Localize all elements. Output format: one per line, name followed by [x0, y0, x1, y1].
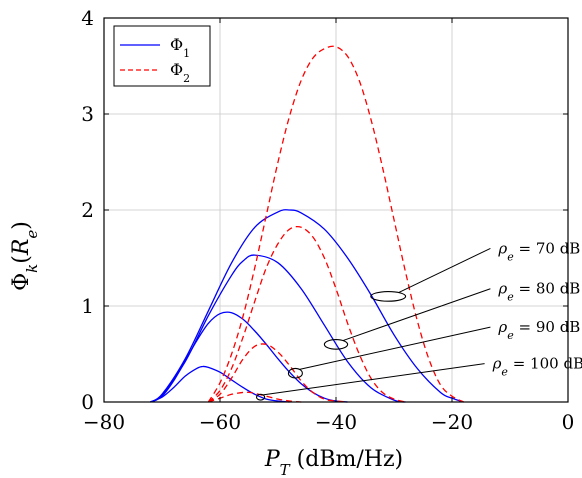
- annotation-leader: [398, 247, 491, 294]
- annotation-ellipse: [255, 393, 266, 401]
- series-lines: [150, 45, 464, 403]
- series-line-phi2-80dB: [207, 225, 406, 403]
- annotation-label: ρe = 90 dB: [497, 318, 580, 342]
- y-tick-label: 2: [81, 198, 94, 222]
- x-tick-label: −60: [199, 410, 241, 434]
- x-tick-label: 0: [562, 410, 575, 434]
- annotation-leader: [342, 288, 491, 342]
- x-axis-label: PT (dBm/Hz): [264, 447, 403, 478]
- annotation-ellipse: [370, 291, 407, 302]
- legend: Φ1 Φ2: [113, 25, 211, 87]
- series-line-phi1-70dB: [150, 209, 464, 403]
- annotation-ellipse: [323, 339, 349, 350]
- annotation-leader: [262, 363, 485, 396]
- x-tick-label: −20: [431, 410, 473, 434]
- series-line-phi1-100dB: [150, 365, 290, 403]
- x-tick-label: −80: [83, 410, 125, 434]
- x-tick-label: −40: [315, 410, 357, 434]
- y-tick-label: 1: [81, 294, 94, 318]
- legend-box: [113, 25, 211, 87]
- annotation-label: ρe = 100 dB: [492, 355, 582, 379]
- y-tick-label: 3: [81, 102, 94, 126]
- y-tick-label: 0: [81, 390, 94, 414]
- y-axis-label: Φk(Re): [9, 221, 41, 291]
- series-line-phi2-90dB: [208, 343, 348, 403]
- annotation-label: ρe = 80 dB: [497, 280, 580, 304]
- y-ticks: 0 1 2 3 4: [81, 6, 568, 414]
- annotation-label: ρe = 70 dB: [497, 239, 580, 263]
- x-ticks: −80 −60 −40 −20 0: [83, 18, 574, 434]
- y-tick-label: 4: [81, 6, 94, 30]
- annotation-ellipse: [287, 367, 303, 379]
- series-line-phi2-100dB: [208, 391, 302, 403]
- series-line-phi1-90dB: [150, 311, 348, 403]
- annotations: ρe = 70 dB ρe = 80 dB ρe = 90 dB ρe = 100 d…: [255, 239, 582, 401]
- annotation-leader: [299, 326, 491, 370]
